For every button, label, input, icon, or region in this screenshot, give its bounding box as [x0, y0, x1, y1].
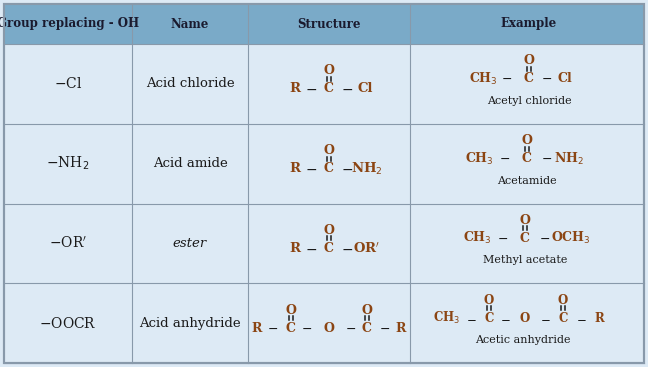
Text: CH$_3$: CH$_3$	[465, 150, 493, 167]
Text: R: R	[252, 321, 262, 335]
Text: Acid chloride: Acid chloride	[146, 77, 235, 90]
Text: C: C	[520, 232, 530, 245]
Text: $-$: $-$	[305, 161, 317, 176]
Text: $-$: $-$	[500, 152, 511, 165]
Text: Structure: Structure	[297, 18, 361, 30]
Text: O: O	[522, 134, 533, 147]
Text: C: C	[286, 321, 296, 335]
Text: Name: Name	[171, 18, 209, 30]
Text: $-$: $-$	[502, 72, 513, 86]
Text: $-$: $-$	[268, 321, 279, 335]
Text: NH$_2$: NH$_2$	[554, 150, 584, 167]
Text: O: O	[323, 64, 334, 77]
Text: $-$: $-$	[345, 321, 356, 335]
Text: $-$: $-$	[341, 161, 353, 176]
Text: O: O	[323, 144, 334, 157]
Text: $-$NH$_2$: $-$NH$_2$	[47, 155, 89, 172]
Text: O: O	[323, 321, 334, 335]
Text: R: R	[594, 312, 604, 325]
Text: C: C	[324, 162, 334, 175]
Text: OCH$_3$: OCH$_3$	[551, 230, 591, 246]
Bar	[4, 4, 644, 44]
Text: CH$_3$: CH$_3$	[463, 230, 491, 246]
Text: Cl: Cl	[357, 82, 373, 95]
Text: $-$: $-$	[542, 152, 553, 165]
Text: $-$OOCR: $-$OOCR	[39, 316, 97, 331]
Text: Acid anhydride: Acid anhydride	[139, 317, 241, 330]
Text: ester: ester	[173, 237, 207, 250]
Text: R: R	[396, 321, 406, 335]
Text: Acetic anhydride: Acetic anhydride	[475, 335, 571, 345]
Text: C: C	[559, 312, 568, 325]
Text: O: O	[524, 54, 535, 68]
Text: Group replacing - OH: Group replacing - OH	[0, 18, 139, 30]
Text: NH$_2$: NH$_2$	[351, 161, 383, 177]
Text: CH$_3$: CH$_3$	[469, 71, 498, 87]
Text: O: O	[484, 294, 494, 306]
Text: CH$_3$: CH$_3$	[434, 310, 461, 326]
Text: O: O	[520, 214, 531, 227]
Text: Methyl acetate: Methyl acetate	[483, 255, 567, 265]
Text: $-$: $-$	[305, 241, 317, 255]
Text: O: O	[558, 294, 568, 306]
Text: $-$: $-$	[500, 312, 511, 325]
Text: C: C	[484, 312, 494, 325]
Text: C: C	[362, 321, 372, 335]
Text: $-$Cl: $-$Cl	[54, 76, 82, 91]
Text: O: O	[286, 304, 296, 317]
Text: Acetyl chloride: Acetyl chloride	[487, 96, 572, 106]
Text: C: C	[522, 152, 532, 165]
Text: Example: Example	[501, 18, 557, 30]
Text: Acetamide: Acetamide	[497, 176, 557, 186]
Text: C: C	[324, 242, 334, 255]
Text: $-$OR$'$: $-$OR$'$	[49, 236, 87, 251]
Text: O: O	[323, 224, 334, 237]
Text: $-$: $-$	[575, 312, 586, 325]
Text: R: R	[290, 82, 301, 95]
Text: OR$'$: OR$'$	[353, 241, 380, 256]
Text: O: O	[520, 312, 530, 325]
Text: $-$: $-$	[466, 312, 476, 325]
Text: R: R	[290, 242, 301, 255]
Text: O: O	[362, 304, 373, 317]
Text: $-$: $-$	[539, 232, 551, 245]
Text: $-$: $-$	[301, 321, 312, 335]
Text: $-$: $-$	[542, 72, 553, 86]
Text: $-$: $-$	[341, 241, 353, 255]
Text: Acid amide: Acid amide	[153, 157, 227, 170]
Text: $-$: $-$	[540, 312, 550, 325]
Text: $-$: $-$	[498, 232, 509, 245]
Text: $-$: $-$	[341, 82, 353, 96]
Text: $-$: $-$	[305, 82, 317, 96]
Text: $-$: $-$	[380, 321, 391, 335]
Text: C: C	[324, 82, 334, 95]
Text: C: C	[524, 72, 534, 86]
Text: R: R	[290, 162, 301, 175]
Text: Cl: Cl	[558, 72, 572, 86]
